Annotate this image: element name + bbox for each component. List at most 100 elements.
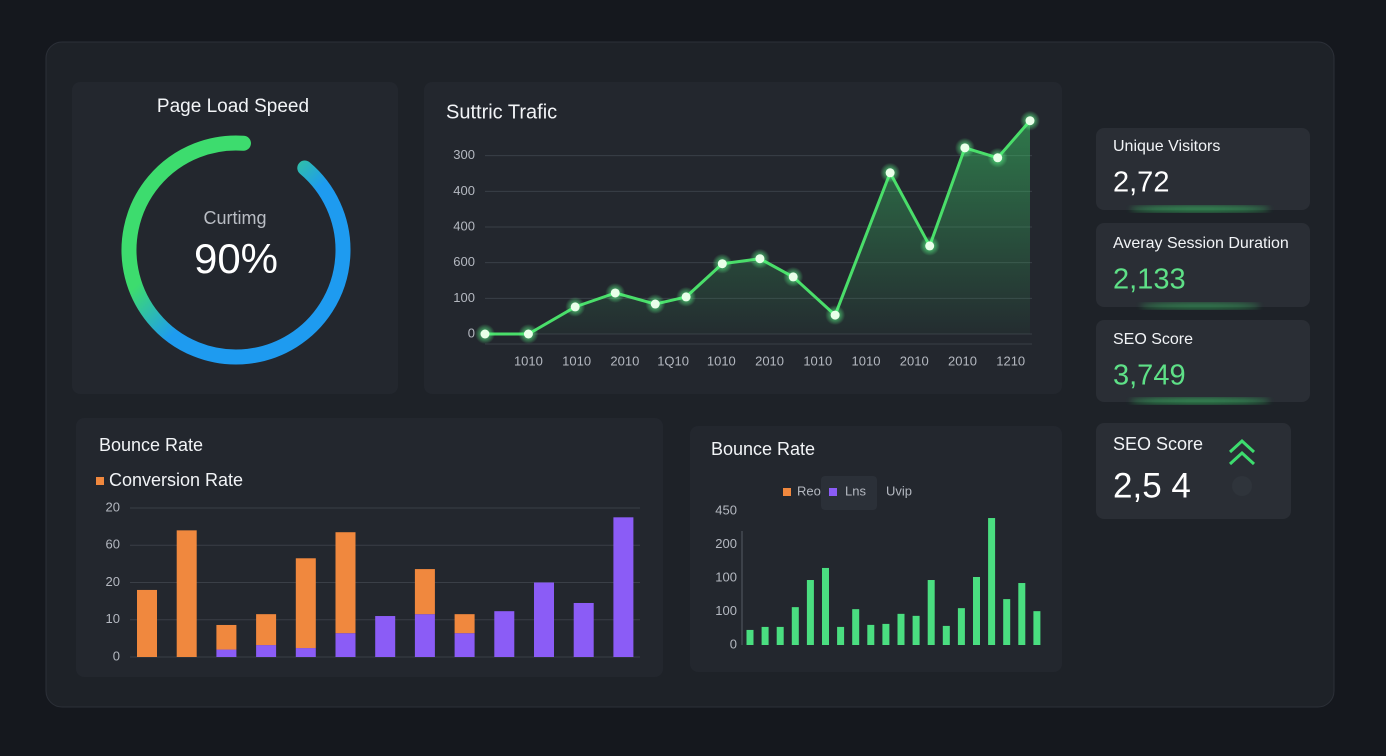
point <box>681 292 691 302</box>
card-value: 2,133 <box>1113 264 1186 296</box>
bar-segment <box>454 614 475 634</box>
bar-segment <box>454 633 475 657</box>
y-tick-label: 600 <box>453 254 475 269</box>
legend-label: Uvip <box>886 483 912 498</box>
bar-segment <box>414 614 435 657</box>
bar-segment <box>335 633 356 657</box>
up-icon <box>1228 438 1256 466</box>
y-tick-label: 20 <box>106 499 120 514</box>
legend-label: Lns <box>845 483 866 498</box>
x-tick-label: 1Q10 <box>657 353 689 368</box>
bar <box>1018 583 1026 645</box>
bar <box>957 608 965 645</box>
bar-segment <box>375 616 396 657</box>
chart-title: Bounce Rate <box>99 435 203 455</box>
card-value: 3,749 <box>1113 360 1186 392</box>
point <box>960 143 970 153</box>
bar <box>867 624 875 645</box>
area <box>485 120 1030 334</box>
y-tick-label: 400 <box>453 183 475 198</box>
x-tick-label: 1210 <box>996 353 1025 368</box>
bar-segment <box>256 645 277 657</box>
bar-segment <box>256 614 277 646</box>
card-title: SEO Score <box>1113 331 1193 348</box>
bar <box>837 626 845 645</box>
bar <box>942 625 950 645</box>
bounce-panel <box>76 418 663 677</box>
legend-label: Conversion Rate <box>109 470 243 490</box>
x-tick-label: 1010 <box>852 353 881 368</box>
bar-segment <box>494 611 515 657</box>
point <box>885 168 895 178</box>
y-tick-label: 20 <box>106 574 120 589</box>
legend-box <box>821 476 877 510</box>
y-tick-label: 60 <box>106 537 120 552</box>
kpi-card <box>1096 320 1310 402</box>
bar <box>822 567 829 645</box>
y-tick-label: 0 <box>730 636 737 651</box>
card-title: Unique Visitors <box>1113 138 1220 155</box>
point <box>788 272 798 282</box>
bar <box>897 613 905 645</box>
x-tick-label: 1010 <box>707 353 736 368</box>
bar <box>746 629 754 645</box>
bar-segment <box>573 602 594 657</box>
bar-segment <box>613 517 634 657</box>
point <box>717 259 727 269</box>
y-tick-label: 100 <box>715 603 737 618</box>
chart-title: Suttric Trafic <box>446 101 557 123</box>
gauge-value: 90% <box>194 235 278 282</box>
kpi-card <box>1096 223 1310 307</box>
glow <box>1130 398 1270 404</box>
x-tick-label: 2010 <box>755 353 784 368</box>
y-tick-label: 300 <box>453 147 475 162</box>
bar-segment <box>335 532 356 634</box>
bar <box>882 623 890 645</box>
bar-segment <box>295 558 316 649</box>
point <box>1025 116 1035 126</box>
bar <box>776 626 784 645</box>
bar <box>852 609 860 645</box>
legend-swatch <box>829 488 837 496</box>
legend-swatch <box>783 488 791 496</box>
bar-segment <box>534 582 554 657</box>
icon-dot <box>1232 476 1252 496</box>
y-tick-label: 100 <box>715 569 737 584</box>
card-title: SEO Score <box>1113 434 1203 454</box>
chart-title: Bounce Rate <box>711 439 815 459</box>
point <box>570 302 580 312</box>
bar <box>1033 611 1041 645</box>
y-tick-label: 0 <box>468 325 475 340</box>
legend-label: Reo <box>797 483 821 498</box>
bar <box>1003 599 1011 645</box>
gauge-title: Page Load Speed <box>157 96 309 117</box>
point <box>610 288 620 298</box>
y-tick-label: 450 <box>715 502 737 517</box>
point <box>650 299 660 309</box>
x-tick-label: 1010 <box>562 353 591 368</box>
y-tick-label: 10 <box>106 611 120 626</box>
point <box>925 241 935 251</box>
bar-segment <box>216 624 237 650</box>
glow <box>1130 206 1270 212</box>
bar-segment <box>176 530 197 657</box>
bar <box>988 518 996 645</box>
point <box>480 329 490 339</box>
x-tick-label: 2010 <box>900 353 929 368</box>
gauge-label: Curtimg <box>203 208 266 228</box>
x-tick-label: 2010 <box>610 353 639 368</box>
bar <box>791 607 799 645</box>
bar-segment <box>295 648 316 657</box>
bar <box>973 576 980 645</box>
card-value: 2,5 4 <box>1113 466 1191 505</box>
y-tick-label: 0 <box>113 648 120 663</box>
point <box>993 153 1003 163</box>
x-tick-label: 1010 <box>803 353 832 368</box>
y-tick-label: 100 <box>453 290 475 305</box>
x-tick-label: 2010 <box>948 353 977 368</box>
gauge-arc <box>121 135 351 365</box>
card-title: Averay Session Duration <box>1113 235 1289 252</box>
bar <box>806 580 814 645</box>
point <box>755 254 765 264</box>
